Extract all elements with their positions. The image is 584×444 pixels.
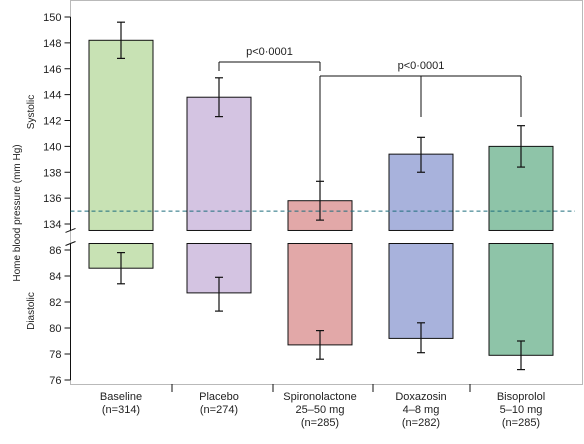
diastolic-panel-label: Diastolic [26,292,37,330]
systolic-bar [186,96,252,231]
y-tick-label-diastolic: 78 [49,349,61,361]
y-tick-label-systolic: 138 [43,167,61,179]
y-tick-label-systolic: 144 [43,90,61,102]
y-tick-label-diastolic: 84 [49,271,61,283]
p-value-label: p<0·0001 [246,46,293,58]
x-tick-label: (n=274) [200,404,238,416]
x-axis: Baseline(n=314) Placebo(n=274) Spironolact… [100,384,545,429]
y-tick-label-diastolic: 86 [49,245,61,257]
annotations: p<0·0001 p<0·0001 [218,46,522,181]
x-tick-label: (n=282) [402,417,440,429]
y-tick-label-diastolic: 80 [49,323,61,335]
y-tick-label-systolic: 140 [43,141,61,153]
x-tick-label: 25–50 mg [296,404,345,416]
x-tick-label: (n=285) [502,417,540,429]
x-tick-label: Doxazosin [395,391,446,403]
y-tick-label-systolic: 146 [43,64,61,76]
y-tick-label-systolic: 150 [43,12,61,24]
x-tick-label: (n=314) [102,404,140,416]
systolic-bar [88,39,154,231]
diastolic-bar [287,243,353,346]
x-tick-label: 5–10 mg [500,404,543,416]
y-axis-title: Home blood pressure (mm Hg) [12,144,23,281]
systolic-panel-label: Systolic [26,95,37,129]
y-tick-label-systolic: 136 [43,193,61,205]
bars [88,21,554,371]
y-tick-label-diastolic: 76 [49,375,61,387]
x-tick-label: Bisoprolol [497,391,545,403]
axis-break-mark [65,241,76,246]
diastolic-bar [488,243,554,356]
y-axis: 134 136 138 140 142 144 146 148 150 76 78 80 82 84 86 [43,12,76,387]
x-tick-label: Baseline [100,391,142,403]
x-tick-label: Spironolactone [283,391,356,403]
x-tick-label: 4–8 mg [403,404,440,416]
x-tick-label: (n=285) [301,417,339,429]
y-tick-label-diastolic: 82 [49,297,61,309]
axis-break-mark [65,228,76,233]
y-tick-label-systolic: 134 [43,219,61,231]
y-tick-label-systolic: 142 [43,116,61,128]
p-value-label: p<0·0001 [398,60,445,72]
x-tick-label: Placebo [199,391,239,403]
y-tick-label-systolic: 148 [43,38,61,50]
